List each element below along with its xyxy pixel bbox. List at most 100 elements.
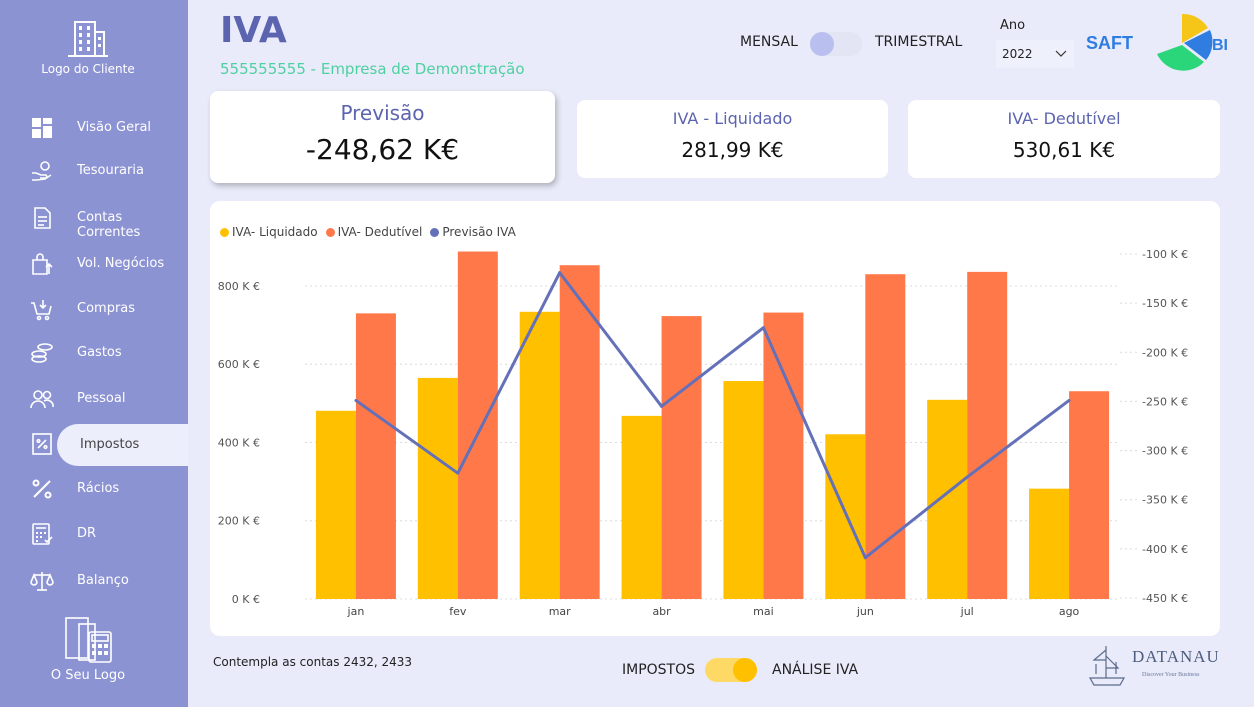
sidebar-item-label: Visão Geral [77, 120, 152, 135]
sidebar-item-pessoal[interactable]: Pessoal [0, 379, 188, 419]
kpi-value: -248,62 K€ [305, 133, 460, 166]
hand-coin-icon [32, 161, 52, 181]
line-previsao [355, 271, 1070, 560]
sidebar-item-label: Pessoal [77, 391, 126, 406]
bar-liquidado [927, 399, 968, 599]
sidebar-item-vol-negocios[interactable]: Vol. Negócios [0, 244, 188, 284]
sidebar-item-label: Balanço [77, 573, 129, 588]
document-icon [34, 207, 51, 229]
right-axis-tick-label: -400 K € [1142, 543, 1188, 556]
kpi-card-dedutivel: IVA- Dedutível 530,61 K€ [908, 100, 1220, 178]
left-axis-tick-label: 600 K € [218, 358, 260, 371]
sidebar-item-label: Tesouraria [77, 163, 144, 178]
bar-liquidado [417, 377, 458, 599]
x-axis-tick-label: jul [960, 605, 974, 618]
sidebar-item-contas-correntes[interactable]: Contas Correntes [0, 198, 188, 240]
bar-dedutivel [661, 316, 702, 599]
coins-icon [31, 343, 53, 363]
toggle-label-impostos: IMPOSTOS [622, 662, 696, 678]
period-toggle[interactable] [810, 32, 862, 56]
chart-legend: IVA- Liquidado IVA- Dedutível Previsão I… [220, 225, 516, 239]
right-axis-tick-label: -450 K € [1142, 592, 1188, 605]
bar-dedutivel [865, 274, 906, 599]
sidebar-item-compras[interactable]: Compras [0, 289, 188, 329]
x-axis-tick-label: jan [347, 605, 365, 618]
x-axis-tick-label: mai [753, 605, 774, 618]
kpi-title: IVA- Dedutível [1007, 109, 1121, 128]
sidebar-item-impostos[interactable]: Impostos [57, 424, 188, 466]
percent-icon [32, 479, 52, 499]
bar-dedutivel [457, 251, 498, 600]
x-axis-tick-label: mar [549, 605, 571, 618]
bar-dedutivel [1069, 391, 1110, 599]
x-axis-tick-label: jun [856, 605, 874, 618]
sidebar-item-label: Impostos [80, 437, 140, 452]
kpi-value: 530,61 K€ [1012, 138, 1116, 162]
year-value: 2022 [1002, 47, 1033, 61]
kpi-card-previsao: Previsão -248,62 K€ [210, 91, 555, 183]
year-select[interactable]: 2022 [996, 40, 1074, 68]
right-axis-tick-label: -200 K € [1142, 346, 1188, 359]
accounts-note: Contempla as contas 2432, 2433 [213, 655, 413, 669]
legend-item-dedutivel[interactable]: IVA- Dedutível [325, 225, 422, 239]
left-axis-tick-label: 400 K € [218, 436, 260, 449]
toggle-label-trimestral: TRIMESTRAL [875, 34, 963, 50]
calculator-icon [32, 523, 53, 545]
sidebar-item-label: Contas Correntes [77, 210, 141, 240]
kpi-title: Previsão [340, 101, 425, 125]
point-previsao [965, 475, 969, 479]
point-previsao [863, 556, 867, 560]
sidebar-item-gastos[interactable]: Gastos [0, 333, 188, 373]
right-axis-tick-label: -250 K € [1142, 395, 1188, 408]
tax-icon [32, 433, 52, 455]
chart-card: IVA- Liquidado IVA- Dedutível Previsão I… [210, 201, 1220, 636]
saft-bi-logo: SAFT BI [1084, 10, 1244, 76]
kpi-title: IVA - Liquidado [672, 109, 793, 128]
bar-liquidado [315, 410, 356, 599]
sidebar-item-tesouraria[interactable]: Tesouraria [0, 151, 188, 191]
legend-item-liquidado[interactable]: IVA- Liquidado [220, 225, 318, 239]
sidebar-item-visao-geral[interactable]: Visão Geral [0, 108, 188, 148]
right-axis-tick-label: -300 K € [1142, 445, 1188, 458]
office-icon [65, 617, 112, 663]
client-logo-label: Logo do Cliente [41, 62, 135, 76]
brand-text: SAFT [1086, 33, 1133, 53]
sidebar-item-label: DR [77, 526, 97, 541]
point-previsao [354, 398, 358, 402]
bar-liquidado [1029, 488, 1070, 599]
bar-liquidado [519, 311, 560, 599]
right-axis-tick-label: -100 K € [1142, 248, 1188, 261]
sidebar: Logo do Cliente Visão Geral Tesouraria C… [0, 0, 188, 707]
sidebar-item-label: Compras [77, 301, 136, 316]
x-axis-tick-label: ago [1059, 605, 1080, 618]
toggle-label-mensal: MENSAL [740, 34, 798, 50]
client-logo: Logo do Cliente [0, 14, 176, 76]
legend-item-previsao[interactable]: Previsão IVA [430, 225, 516, 239]
point-previsao [456, 471, 460, 475]
view-toggle[interactable] [705, 658, 757, 682]
left-axis-tick-label: 800 K € [218, 280, 260, 293]
sidebar-item-racios[interactable]: Rácios [0, 469, 188, 509]
point-previsao [761, 326, 765, 330]
bar-dedutivel [559, 265, 600, 599]
datanau-text: DATANAU [1132, 647, 1220, 666]
left-axis-tick-label: 200 K € [218, 515, 260, 528]
sidebar-item-label: Gastos [77, 345, 122, 360]
toggle-knob [733, 658, 757, 682]
people-icon [30, 390, 54, 409]
cart-icon [31, 300, 52, 321]
bar-liquidado [825, 434, 866, 599]
chevron-down-icon [1055, 50, 1067, 57]
sidebar-item-dr[interactable]: DR [0, 514, 188, 554]
point-previsao [660, 404, 664, 408]
building-icon [68, 21, 108, 57]
brand-suffix: BI [1212, 37, 1228, 54]
dashboard-icon [32, 118, 52, 138]
datanau-logo: DATANAU Discover Your Business [1088, 642, 1238, 690]
company-subtitle: 555555555 - Empresa de Demonstração [220, 60, 525, 78]
point-previsao [1067, 398, 1071, 402]
sidebar-item-balanco[interactable]: Balanço [0, 561, 188, 601]
bar-dedutivel [763, 312, 804, 599]
right-axis-tick-label: -350 K € [1142, 494, 1188, 507]
bag-up-icon [32, 253, 53, 275]
